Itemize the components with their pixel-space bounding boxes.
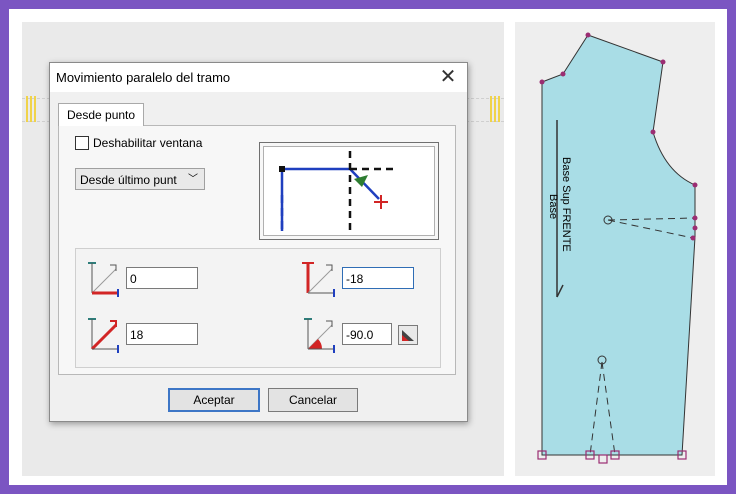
pattern-point[interactable] [692, 225, 698, 231]
pattern-point[interactable] [585, 32, 591, 38]
length-icon [88, 318, 119, 353]
tab-panel: Deshabilitar ventana Desde último punt ﹀ [58, 125, 456, 375]
ruler-marker-left [26, 96, 36, 122]
pattern-point[interactable] [660, 59, 666, 65]
pattern-point[interactable] [690, 235, 696, 241]
movement-parameters: 0 -18 18 [75, 248, 441, 368]
tab-desde-punto[interactable]: Desde punto [58, 103, 145, 126]
dart-line-top [607, 217, 696, 221]
pattern-point[interactable] [692, 215, 698, 221]
delta-y-field[interactable]: -18 [342, 267, 414, 289]
pattern-corner-marker[interactable] [585, 450, 595, 460]
pattern-label-sub: Base [547, 194, 559, 219]
delta-y-icon [302, 262, 335, 297]
chevron-down-icon: ﹀ [188, 174, 198, 185]
disable-window-label: Deshabilitar ventana [93, 136, 203, 150]
delta-x-field[interactable]: 0 [126, 267, 198, 289]
parallel-move-dialog: Movimiento paralelo del tramo ✕ Desde pu… [49, 62, 468, 422]
dart-point-upper-icon [603, 215, 613, 225]
dart-line-right [601, 361, 616, 456]
angle-picker-button[interactable] [398, 325, 418, 345]
accept-button[interactable]: Aceptar [168, 388, 260, 412]
ruler-marker-right [490, 96, 500, 122]
dart-line-bottom [607, 219, 694, 239]
pattern-label-main: Base Sup FRENTE [560, 157, 572, 252]
close-icon[interactable]: ✕ [439, 66, 457, 88]
pattern-drawing: Base Sup FRENTE Base [537, 32, 698, 464]
dialog-title: Movimiento paralelo del tramo [56, 70, 231, 85]
disable-window-row[interactable]: Deshabilitar ventana [75, 136, 202, 150]
pattern-corner-marker[interactable] [610, 450, 620, 460]
move-preview [259, 142, 439, 240]
angle-icon [304, 318, 335, 353]
cancel-button[interactable]: Cancelar [268, 388, 358, 412]
pattern-corner-marker[interactable] [598, 454, 608, 464]
pattern-point[interactable] [692, 182, 698, 188]
pattern-point[interactable] [539, 79, 545, 85]
move-preview-diagram [279, 151, 394, 231]
pattern-corner-marker[interactable] [537, 450, 547, 460]
delta-x-icon [88, 262, 119, 297]
dialog-titlebar[interactable]: Movimiento paralelo del tramo ✕ [50, 63, 467, 92]
angle-picker-icon [402, 330, 414, 341]
dart-line-left [589, 361, 603, 456]
pattern-corner-marker[interactable] [677, 450, 687, 460]
pattern-point[interactable] [560, 71, 566, 77]
pattern-point[interactable] [650, 129, 656, 135]
pattern-preview-panel[interactable]: Base Sup FRENTE Base [515, 22, 715, 476]
disable-window-checkbox[interactable] [75, 136, 89, 150]
origin-dropdown[interactable]: Desde último punt ﹀ [75, 168, 205, 190]
length-field[interactable]: 18 [126, 323, 198, 345]
origin-dropdown-value: Desde último punt [80, 173, 177, 187]
angle-field[interactable]: -90.0 [342, 323, 392, 345]
dart-point-lower-icon [597, 355, 607, 365]
